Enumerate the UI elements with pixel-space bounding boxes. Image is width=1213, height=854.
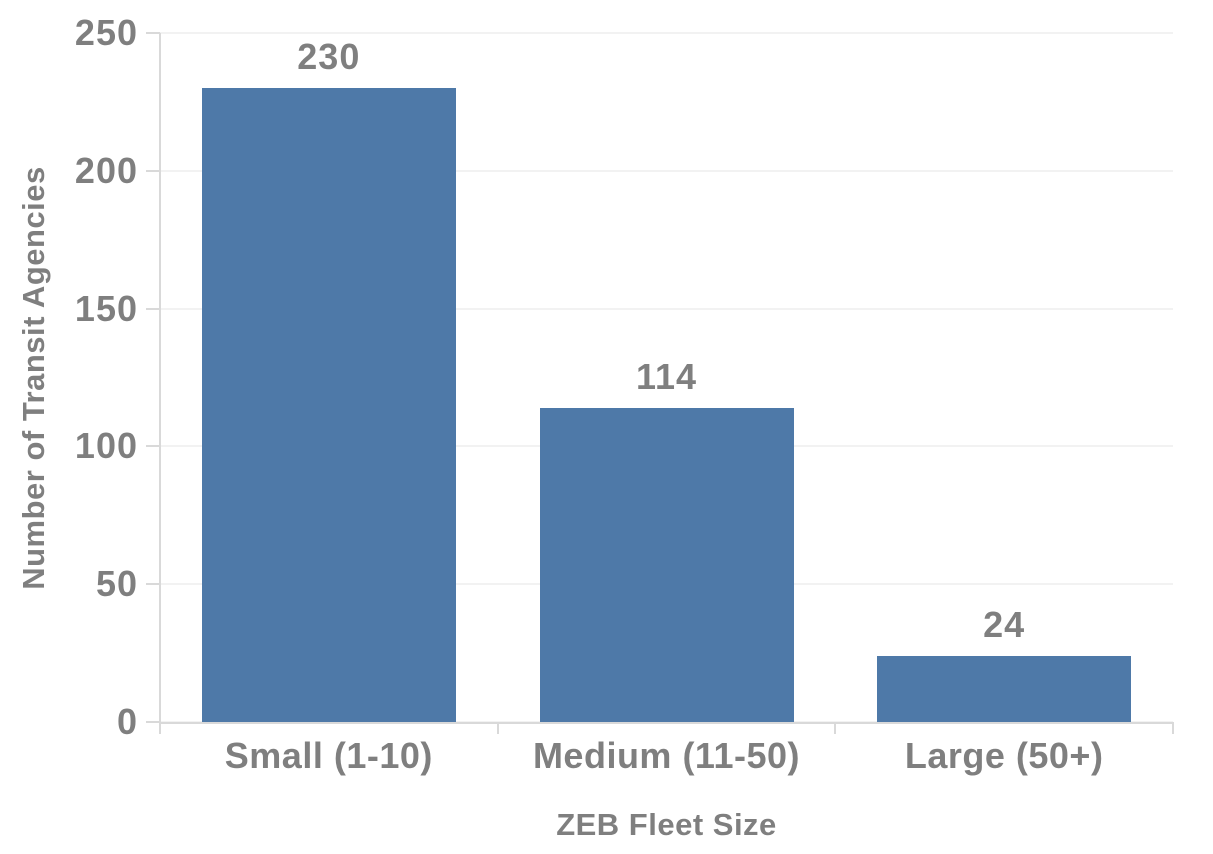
y-axis-tick-mark: [146, 583, 160, 586]
gridline: [160, 169, 1173, 172]
x-axis-category-label: Large (50+): [904, 735, 1104, 776]
gridline: [160, 32, 1173, 34]
y-axis-tick-mark: [146, 721, 160, 723]
x-axis-category-label: Medium (11-50): [532, 735, 801, 776]
y-axis-title: Number of Transit Agencies: [16, 166, 51, 590]
y-axis-tick-label: 150: [74, 287, 138, 329]
bar-value-label: 114: [635, 355, 698, 397]
y-axis-tick-mark: [146, 445, 160, 448]
y-axis-tick-label: 100: [74, 425, 138, 467]
y-axis-tick-label: 250: [74, 12, 138, 53]
x-axis-tick-mark: [496, 722, 499, 734]
bar: [201, 88, 456, 722]
y-axis-tick-mark: [146, 32, 160, 34]
x-axis-tick-mark: [834, 722, 837, 734]
bar-value-label: 24: [983, 603, 1026, 645]
x-axis-line: [160, 722, 1173, 724]
y-axis-tick-mark: [146, 169, 160, 172]
y-axis-tick-mark: [146, 307, 160, 310]
x-axis-category-label: Small (1-10): [224, 735, 433, 776]
bar: [539, 407, 794, 722]
y-axis-tick-label: 200: [74, 149, 138, 191]
gridline: [160, 307, 1173, 310]
x-axis-title: ZEB Fleet Size: [556, 807, 777, 842]
y-axis-line: [159, 33, 161, 734]
bar: [877, 655, 1132, 722]
x-axis-tick-mark: [1172, 722, 1174, 734]
x-axis-tick-mark: [159, 722, 161, 734]
y-axis-tick-label: 0: [116, 701, 138, 742]
y-axis-tick-label: 50: [95, 563, 138, 605]
bar-value-label: 230: [297, 36, 361, 78]
